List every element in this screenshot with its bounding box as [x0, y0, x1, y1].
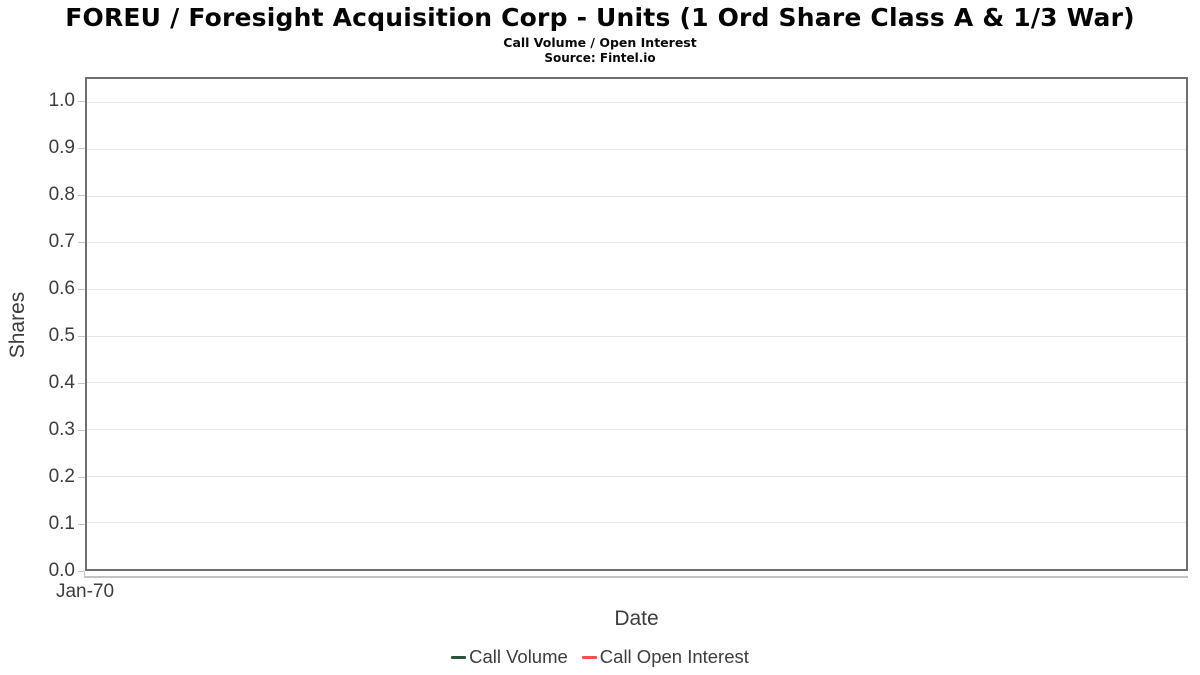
y-tick-label: 0.8: [48, 183, 75, 205]
legend-item-call-open-interest: Call Open Interest: [581, 646, 749, 668]
x-axis-label: Date: [614, 607, 659, 630]
plot-area: [85, 77, 1188, 571]
y-tick-label: 0.0: [48, 560, 75, 581]
chart-title: FOREU / Foresight Acquisition Corp - Uni…: [65, 3, 1135, 32]
gridline: [87, 335, 1186, 337]
call-open-interest-line-swatch: [581, 655, 597, 659]
y-tick-mark: [78, 429, 85, 431]
y-tick-mark: [78, 382, 85, 384]
gridline: [87, 289, 1186, 291]
gridline: [87, 475, 1186, 477]
y-tick-label: 0.1: [48, 512, 75, 534]
gridline: [87, 522, 1186, 524]
gridline: [87, 382, 1186, 384]
y-tick-mark: [78, 571, 85, 572]
y-tick-label: 0.7: [48, 230, 75, 252]
y-axis-ticks: 0.0 0.1 0.2 0.3 0.4 0.5 0.6 0.7 0.8 0.9 1.0: [0, 77, 85, 581]
legend-label-call-open-interest: Call Open Interest: [599, 646, 749, 667]
gridline: [87, 242, 1186, 244]
legend-label-call-volume: Call Volume: [469, 646, 568, 667]
legend: Call Volume Call Open Interest: [0, 646, 1200, 668]
gridline: [87, 102, 1186, 104]
y-tick-mark: [78, 147, 85, 149]
y-tick-mark: [78, 241, 85, 243]
y-tick-mark: [78, 288, 85, 290]
y-tick-label: 0.5: [48, 324, 75, 346]
x-tick-label: Jan-70: [55, 581, 115, 602]
call-volume-line-swatch: [451, 655, 467, 659]
y-tick-mark: [78, 476, 85, 478]
y-tick-mark: [78, 100, 85, 102]
y-tick-mark: [78, 523, 85, 525]
gridline: [87, 429, 1186, 431]
x-tick-mark: [84, 571, 85, 578]
y-tick-label: 0.9: [48, 136, 75, 158]
legend-item-call-volume: Call Volume: [451, 646, 568, 668]
y-tick-label: 0.2: [48, 465, 75, 487]
chart-subtitle: Call Volume / Open Interest: [503, 35, 697, 50]
x-axis-line: [85, 576, 1188, 578]
y-tick-mark: [78, 335, 85, 337]
chart-source-attribution: Source: Fintel.io: [544, 51, 656, 65]
y-tick-label: 0.3: [48, 418, 75, 440]
gridline: [87, 195, 1186, 197]
y-tick-label: 0.4: [48, 371, 75, 393]
y-tick-mark: [78, 194, 85, 196]
gridline: [87, 149, 1186, 150]
y-tick-label: 0.6: [48, 277, 75, 299]
y-tick-label: 1.0: [48, 89, 75, 111]
